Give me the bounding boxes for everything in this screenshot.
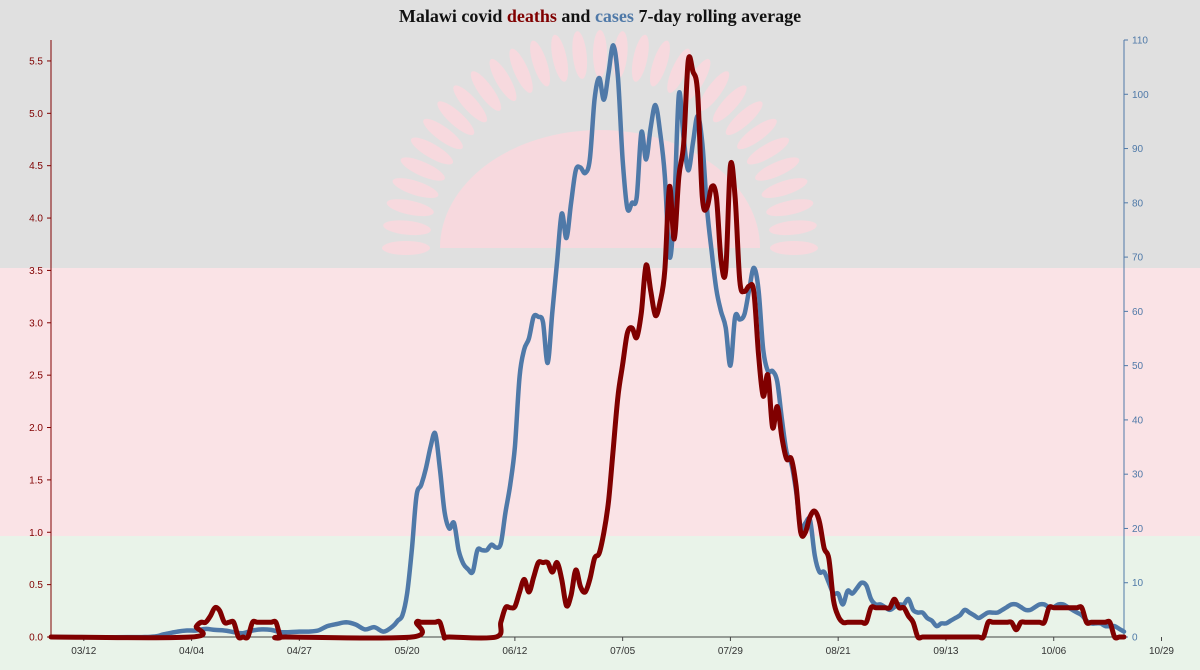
- sun-ray: [383, 220, 431, 236]
- flag-sun-emblem: [382, 30, 818, 255]
- cases-series-line: [48, 43, 1127, 640]
- title-part-1: Malawi covid: [398, 6, 507, 26]
- flag-band-middle: [0, 268, 1200, 536]
- sun-ray: [769, 220, 817, 236]
- y-right-tick-label: 60: [1132, 307, 1144, 318]
- sun-ray: [489, 58, 517, 102]
- sun-ray: [770, 241, 818, 255]
- x-tick-label: 07/05: [610, 646, 635, 657]
- sun-ray: [746, 137, 790, 165]
- title-cases-word: cases: [594, 6, 634, 26]
- y-right-tick-label: 80: [1132, 198, 1144, 209]
- y-right-tick-label: 110: [1132, 36, 1148, 47]
- y-left-tick-label: 5.5: [29, 56, 43, 67]
- y-left-tick-label: 0.0: [29, 633, 43, 644]
- x-tick-label: 05/20: [395, 646, 420, 657]
- y-right-tick-label: 70: [1132, 253, 1144, 264]
- sun-ray: [437, 101, 475, 136]
- y-right-tick-label: 90: [1132, 144, 1144, 155]
- x-tick-label: 06/12: [502, 646, 527, 657]
- sun-ray: [382, 241, 430, 255]
- y-left-tick-label: 2.5: [29, 371, 43, 382]
- title-part-2: and: [556, 6, 595, 26]
- series-lines: [48, 43, 1127, 641]
- sun-ray: [453, 85, 488, 123]
- y-left-tick-label: 4.5: [29, 161, 43, 172]
- sun-ray: [766, 199, 814, 217]
- x-tick-label: 07/29: [718, 646, 743, 657]
- y-left-tick-label: 5.0: [29, 109, 43, 120]
- sun-ray: [410, 137, 454, 165]
- y-right-tick-label: 50: [1132, 361, 1144, 372]
- sun-ray: [423, 118, 463, 150]
- sun-ray: [509, 48, 533, 93]
- x-tick-label: 03/12: [71, 646, 96, 657]
- y-right-tick-label: 40: [1132, 415, 1144, 426]
- deaths-series-line: [48, 54, 1127, 641]
- x-tick-label: 10/29: [1149, 646, 1174, 657]
- y-left-tick-label: 0.5: [29, 580, 43, 591]
- x-tick-label: 04/04: [179, 646, 204, 657]
- sun-ray: [737, 118, 777, 150]
- y-left-tick-label: 3.5: [29, 266, 43, 277]
- y-left-tick-label: 2.0: [29, 423, 43, 434]
- title-part-3: 7-day rolling average: [633, 6, 802, 26]
- sun-ray: [470, 71, 502, 111]
- x-tick-label: 10/06: [1041, 646, 1066, 657]
- axes: 0.0 0.5 1.0 1.5 2.0 2.5 3.0 3.5 4.0 4.5 5.0 5.5 0 10 2…: [29, 36, 1174, 658]
- y-right-tick-label: 30: [1132, 470, 1144, 481]
- sun-ray: [631, 34, 649, 82]
- y-left-tick-label: 1.0: [29, 528, 43, 539]
- sun-ray: [698, 71, 730, 111]
- y-right-tick-label: 10: [1132, 578, 1144, 589]
- title-deaths-word: deaths: [506, 6, 557, 26]
- sun-ray: [572, 31, 588, 79]
- sun-ray: [761, 178, 808, 199]
- sun-ray: [400, 157, 445, 181]
- sun-ray: [649, 40, 670, 87]
- y-left-tick-label: 3.0: [29, 318, 43, 329]
- sun-ray: [530, 40, 551, 87]
- x-tick-label: 09/13: [933, 646, 958, 657]
- y-left-tick-label: 4.0: [29, 214, 43, 225]
- y-right-tick-label: 0: [1132, 633, 1138, 644]
- sun-ray: [551, 34, 569, 82]
- sun-ray: [755, 157, 800, 181]
- sun-ray: [712, 85, 747, 123]
- y-right-tick-label: 100: [1132, 90, 1149, 101]
- y-right-tick-label: 20: [1132, 524, 1144, 535]
- chart-title: Malawi covid deaths and cases 7-day roll…: [0, 6, 1200, 27]
- x-tick-label: 04/27: [287, 646, 312, 657]
- flag-band-bottom: [0, 536, 1200, 670]
- sun-ray: [593, 30, 607, 78]
- sun-ray: [386, 199, 434, 217]
- y-left-tick-label: 1.5: [29, 475, 43, 486]
- x-tick-label: 08/21: [826, 646, 851, 657]
- sun-ray: [725, 101, 763, 136]
- sun-ray: [392, 178, 439, 199]
- sun-ray: [667, 48, 691, 93]
